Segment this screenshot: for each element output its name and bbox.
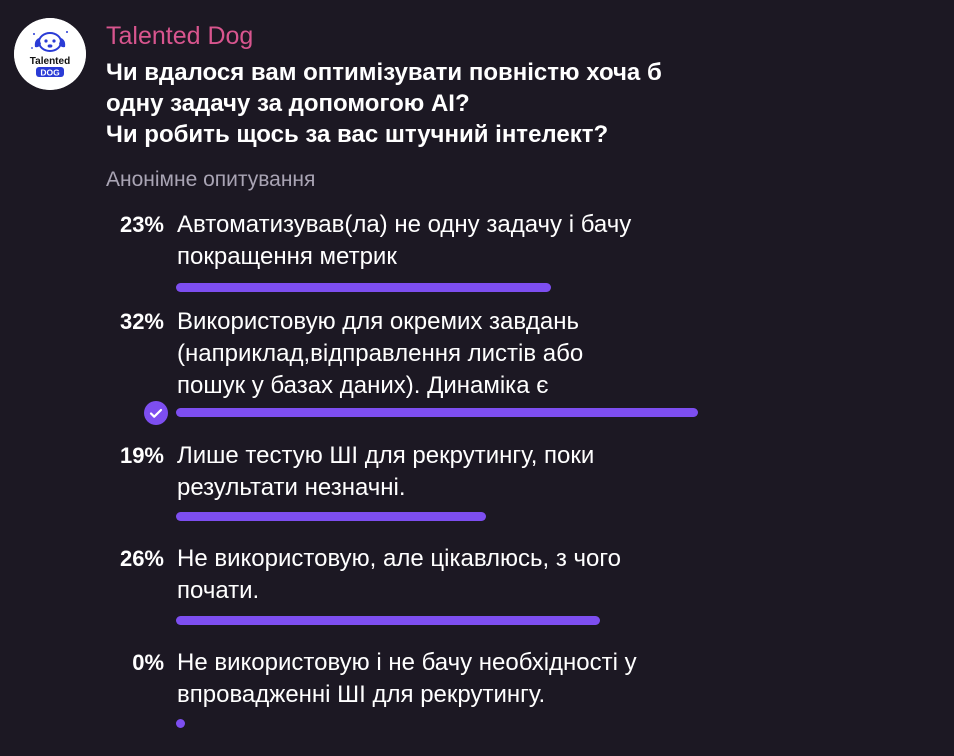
poll-option-bar xyxy=(176,616,600,625)
poll-option-bar xyxy=(176,512,486,521)
channel-name[interactable]: Talented Dog xyxy=(106,22,254,50)
dog-logo-icon: Talented DOG xyxy=(14,18,86,90)
poll-option-text-line: впровадженні ШІ для рекрутингу. xyxy=(177,681,546,708)
checkmark-icon xyxy=(144,401,168,425)
poll-question: Чи вдалося вам оптимізувати повністю хоч… xyxy=(106,57,926,150)
poll-option-text-line: Не використовую, але цікавлюсь, з чого xyxy=(177,545,621,572)
poll-option-percent: 32% xyxy=(119,309,164,334)
poll-option-text-line: Не використовую і не бачу необхідності у xyxy=(177,649,637,676)
poll-option-text: Використовую для окремих завдань (наприк… xyxy=(177,306,583,402)
avatar-text-line2: DOG xyxy=(40,68,60,78)
poll-option-text: Лише тестую ШІ для рекрутингу, поки резу… xyxy=(177,440,594,504)
poll-option-text-line: пошук у базах даних). Динаміка є xyxy=(177,372,549,399)
poll-option-percent: 23% xyxy=(119,212,164,237)
poll-option-bar xyxy=(176,283,551,292)
poll-option-text-line: Використовую для окремих завдань xyxy=(177,308,579,335)
avatar-text-line1: Talented xyxy=(30,56,70,67)
poll-option-percent: 19% xyxy=(119,443,164,468)
poll-option-bar xyxy=(176,719,185,728)
poll-option-text-line: Автоматизував(ла) не одну задачу і бачу xyxy=(177,211,632,238)
poll-type-label: Анонімне опитування xyxy=(106,168,316,191)
poll-option-text-line: результати незначні. xyxy=(177,474,406,501)
poll-option-percent: 0% xyxy=(132,650,164,675)
poll-question-line: Чи вдалося вам оптимізувати повністю хоч… xyxy=(106,59,662,86)
poll-option-text: Не використовую і не бачу необхідності у… xyxy=(177,647,637,711)
poll-option-text: Автоматизував(ла) не одну задачу і бачу … xyxy=(177,209,631,273)
poll-question-line: Чи робить щось за вас штучний інтелект? xyxy=(106,121,609,148)
channel-avatar[interactable]: Talented DOG xyxy=(14,18,86,90)
poll-option-text: Не використовую, але цікавлюсь, з чого п… xyxy=(177,543,621,607)
poll-option-bar xyxy=(176,408,698,417)
poll-option-text-line: (наприклад,відправлення листів або xyxy=(177,340,584,367)
poll-option-percent: 26% xyxy=(119,546,164,571)
poll-option-text-line: Лише тестую ШІ для рекрутингу, поки xyxy=(177,442,595,469)
poll-question-line: одну задачу за допомогою AI? xyxy=(106,90,470,117)
poll-option-text-line: почати. xyxy=(177,577,260,604)
poll-option-text-line: покращення метрик xyxy=(177,243,397,270)
